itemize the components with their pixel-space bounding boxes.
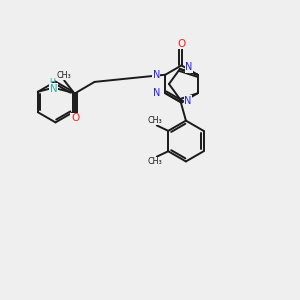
Text: N: N — [50, 84, 57, 94]
Text: N: N — [185, 62, 193, 73]
Text: CH₃: CH₃ — [57, 71, 71, 80]
Text: N: N — [184, 95, 192, 106]
Text: CH₃: CH₃ — [148, 116, 163, 125]
Text: O: O — [177, 39, 186, 49]
Text: N: N — [153, 70, 160, 80]
Text: CH₃: CH₃ — [148, 157, 163, 166]
Text: H: H — [49, 78, 55, 87]
Text: N: N — [153, 88, 160, 98]
Text: O: O — [71, 113, 79, 123]
